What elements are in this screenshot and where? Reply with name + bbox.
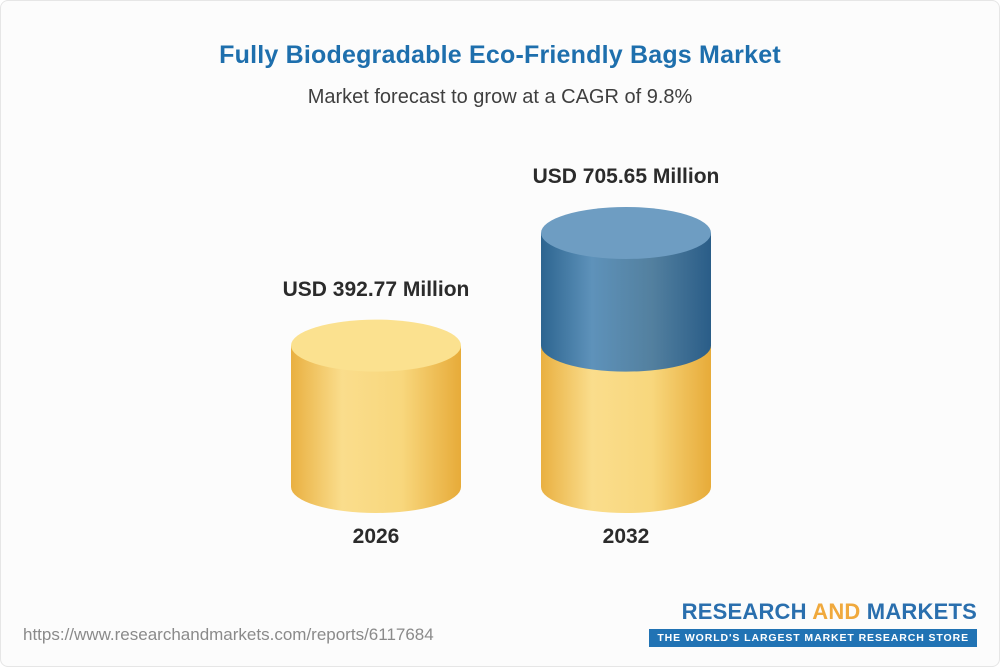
category-label-2026: 2026 xyxy=(352,525,400,548)
logo-tagline: THE WORLD'S LARGEST MARKET RESEARCH STOR… xyxy=(649,629,977,647)
page-subtitle: Market forecast to grow at a CAGR of 9.8… xyxy=(307,86,693,108)
bar-2026-body xyxy=(291,345,461,513)
bar-2032-cap xyxy=(541,206,711,259)
value-label-2026: USD 392.77 Million xyxy=(282,278,470,301)
report-url: https://www.researchandmarkets.com/repor… xyxy=(23,625,434,644)
logo-word-markets: MARKETS xyxy=(860,599,977,624)
category-label-2032: 2032 xyxy=(602,525,650,548)
logo-wordmark: RESEARCH AND MARKETS xyxy=(649,599,977,625)
bar-2032-base-segment xyxy=(541,345,711,513)
bar-2032-growth-segment xyxy=(541,232,711,372)
research-and-markets-logo: RESEARCH AND MARKETS THE WORLD'S LARGEST… xyxy=(649,599,977,647)
bar-2026-cap xyxy=(291,319,461,372)
logo-word-and: AND xyxy=(812,599,861,624)
logo-word-research: RESEARCH xyxy=(681,599,813,624)
page-title: Fully Biodegradable Eco-Friendly Bags Ma… xyxy=(219,41,781,69)
value-label-2032: USD 705.65 Million xyxy=(532,165,720,188)
chart-header: Fully Biodegradable Eco-Friendly Bags Ma… xyxy=(1,41,999,109)
